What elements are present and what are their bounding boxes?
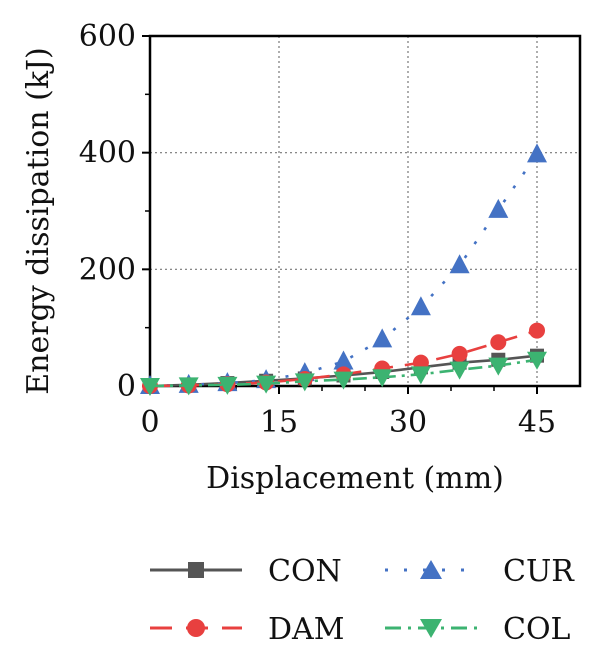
y-tick-label: 0	[117, 369, 136, 404]
x-axis-label: Displacement (mm)	[206, 461, 504, 496]
data-point-col	[333, 371, 354, 390]
data-point-col	[178, 377, 199, 396]
legend-label-con: CON	[268, 554, 342, 589]
legend: CON CUR DAM COL	[0, 540, 600, 650]
data-point-col	[140, 378, 160, 396]
series-line-col	[149, 358, 538, 388]
legend-item-col: COL	[385, 608, 600, 648]
x-tick-label: 45	[518, 405, 556, 440]
data-point-dam	[490, 334, 507, 351]
series-cur	[140, 143, 547, 394]
data-point-cur	[372, 328, 393, 348]
y-axis-label: Energy dissipation (kJ)	[21, 47, 56, 394]
data-point-cur	[488, 198, 509, 218]
legend-marker-con	[150, 562, 242, 578]
series-col	[140, 351, 547, 396]
series-layer	[140, 143, 547, 396]
data-point-col	[410, 366, 431, 385]
legend-marker-cur	[385, 560, 477, 579]
x-tick-label: 0	[140, 405, 159, 440]
axis-ticks: 0 15 30 45 0 200 400 600	[79, 19, 556, 440]
legend-marker-col	[385, 619, 477, 638]
grid-lines	[150, 36, 580, 386]
legend-item-cur: CUR	[385, 550, 600, 590]
data-point-col	[488, 357, 509, 376]
data-point-col	[372, 369, 393, 388]
legend-label-dam: DAM	[268, 612, 345, 647]
data-point-dam	[529, 322, 545, 339]
data-point-cur	[449, 254, 470, 274]
x-tick-label: 15	[260, 405, 298, 440]
data-point-col	[527, 351, 547, 370]
x-tick-label: 30	[389, 405, 427, 440]
data-point-col	[217, 376, 238, 395]
legend-marker-dam	[150, 619, 242, 637]
y-tick-label: 600	[79, 19, 136, 54]
data-point-cur	[527, 143, 547, 163]
data-point-col	[256, 375, 277, 394]
legend-item-con: CON	[150, 550, 370, 590]
data-point-dam	[451, 345, 468, 362]
data-point-cur	[333, 350, 354, 370]
data-point-col	[449, 361, 470, 380]
legend-label-col: COL	[503, 612, 571, 647]
energy-dissipation-chart: 0 15 30 45 0 200 400 600 Displacement (mm) Ener…	[21, 19, 582, 496]
plot-area-frame	[148, 34, 582, 388]
legend-label-cur: CUR	[503, 554, 574, 589]
data-point-col	[294, 373, 315, 392]
legend-item-dam: DAM	[150, 608, 370, 648]
y-tick-label: 400	[79, 136, 136, 171]
y-tick-label: 200	[79, 252, 136, 287]
data-point-cur	[410, 296, 431, 316]
